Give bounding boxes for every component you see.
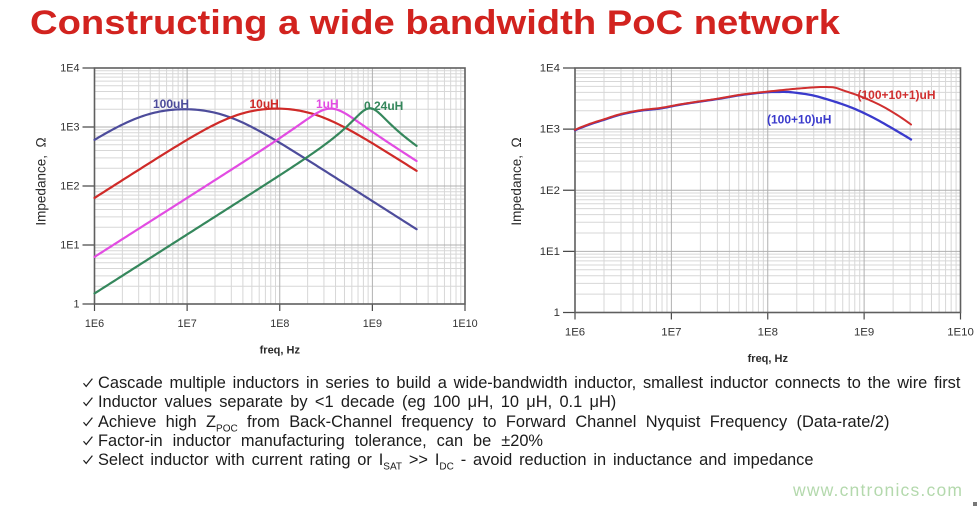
svg-text:10uH: 10uH [250, 97, 279, 111]
svg-text:Impedance, Ω: Impedance, Ω [34, 137, 49, 225]
svg-text:Impedance, Ω: Impedance, Ω [509, 137, 524, 225]
svg-text:1E1: 1E1 [60, 240, 79, 252]
svg-text:1E8: 1E8 [758, 327, 778, 339]
svg-text:1E3: 1E3 [60, 122, 79, 134]
svg-text:1E10: 1E10 [947, 327, 974, 339]
svg-text:freq, Hz: freq, Hz [260, 345, 301, 357]
svg-text:1: 1 [73, 299, 79, 311]
svg-text:1E2: 1E2 [60, 181, 79, 193]
svg-text:1E9: 1E9 [854, 327, 874, 339]
svg-text:1E2: 1E2 [540, 185, 560, 197]
svg-text:1E6: 1E6 [85, 318, 104, 330]
svg-text:1E4: 1E4 [60, 63, 79, 75]
svg-text:1E4: 1E4 [540, 63, 560, 75]
svg-text:0.24uH: 0.24uH [364, 99, 403, 113]
svg-text:1E3: 1E3 [540, 124, 560, 136]
svg-text:1E7: 1E7 [177, 318, 196, 330]
svg-text:(100+10)uH: (100+10)uH [767, 113, 831, 127]
svg-text:freq, Hz: freq, Hz [748, 353, 789, 365]
svg-text:100uH: 100uH [153, 97, 189, 111]
svg-text:(100+10+1)uH: (100+10+1)uH [858, 88, 936, 102]
svg-text:1: 1 [554, 307, 560, 319]
svg-text:1E6: 1E6 [565, 327, 585, 339]
svg-text:1E1: 1E1 [540, 246, 560, 258]
svg-text:1E7: 1E7 [661, 327, 681, 339]
svg-text:1E10: 1E10 [452, 318, 477, 330]
svg-text:1E9: 1E9 [363, 318, 382, 330]
svg-text:1uH: 1uH [316, 97, 339, 111]
svg-text:1E8: 1E8 [270, 318, 289, 330]
